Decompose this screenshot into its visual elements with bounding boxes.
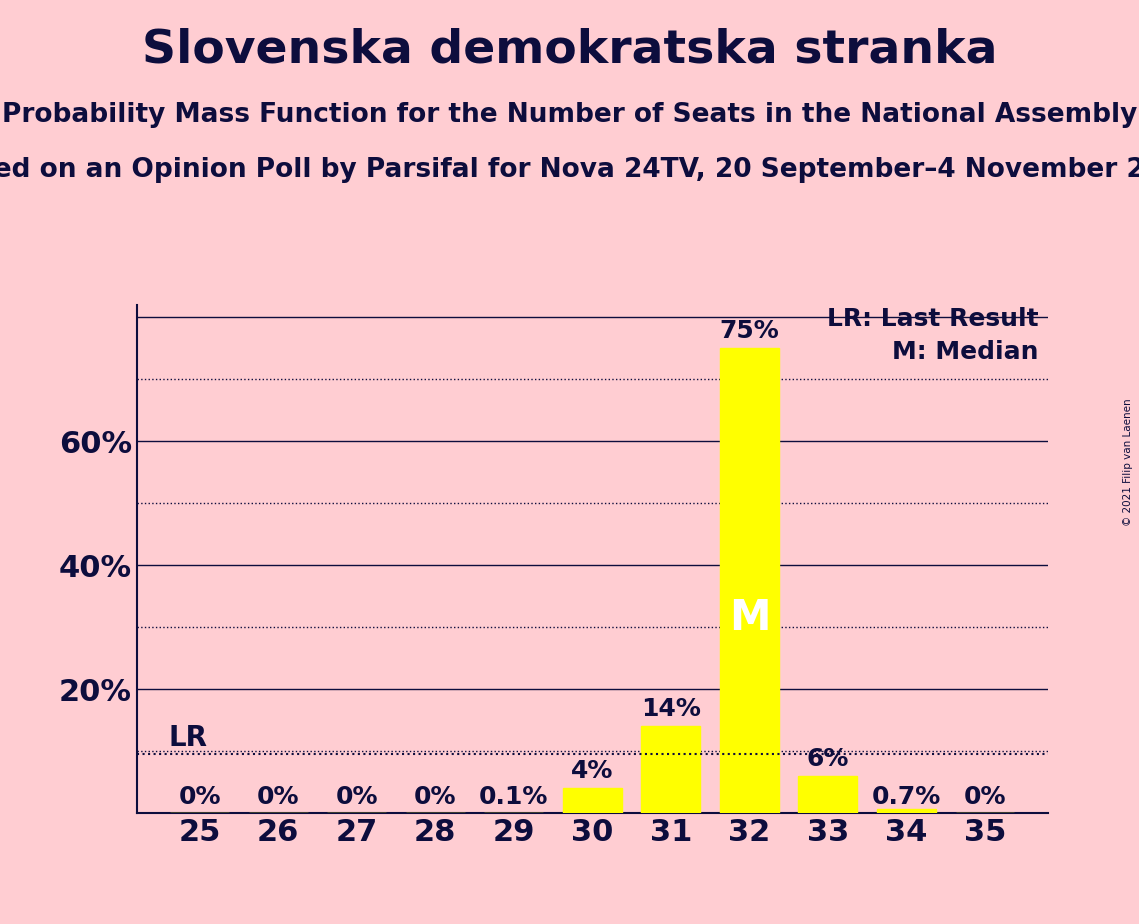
Text: 14%: 14% bbox=[641, 698, 700, 722]
Text: 0%: 0% bbox=[335, 785, 378, 809]
Text: Probability Mass Function for the Number of Seats in the National Assembly: Probability Mass Function for the Number… bbox=[2, 102, 1137, 128]
Text: 0%: 0% bbox=[413, 785, 457, 809]
Text: Based on an Opinion Poll by Parsifal for Nova 24TV, 20 September–4 November 2021: Based on an Opinion Poll by Parsifal for… bbox=[0, 157, 1139, 183]
Text: 4%: 4% bbox=[571, 760, 614, 784]
Bar bbox=[641, 726, 700, 813]
Text: 0%: 0% bbox=[179, 785, 221, 809]
Bar bbox=[720, 348, 779, 813]
Text: LR: LR bbox=[169, 723, 207, 752]
Text: M: Median: M: Median bbox=[892, 340, 1039, 364]
Bar bbox=[563, 788, 622, 813]
Text: 0.7%: 0.7% bbox=[871, 785, 941, 809]
Text: 0%: 0% bbox=[256, 785, 300, 809]
Bar bbox=[798, 776, 858, 813]
Text: © 2021 Filip van Laenen: © 2021 Filip van Laenen bbox=[1123, 398, 1133, 526]
Text: Slovenska demokratska stranka: Slovenska demokratska stranka bbox=[141, 28, 998, 73]
Text: 0.1%: 0.1% bbox=[480, 785, 548, 809]
Bar bbox=[877, 808, 936, 813]
Text: M: M bbox=[729, 597, 770, 638]
Text: LR: Last Result: LR: Last Result bbox=[827, 308, 1039, 332]
Text: 6%: 6% bbox=[806, 747, 849, 771]
Text: 0%: 0% bbox=[964, 785, 1006, 809]
Text: 75%: 75% bbox=[720, 320, 779, 344]
